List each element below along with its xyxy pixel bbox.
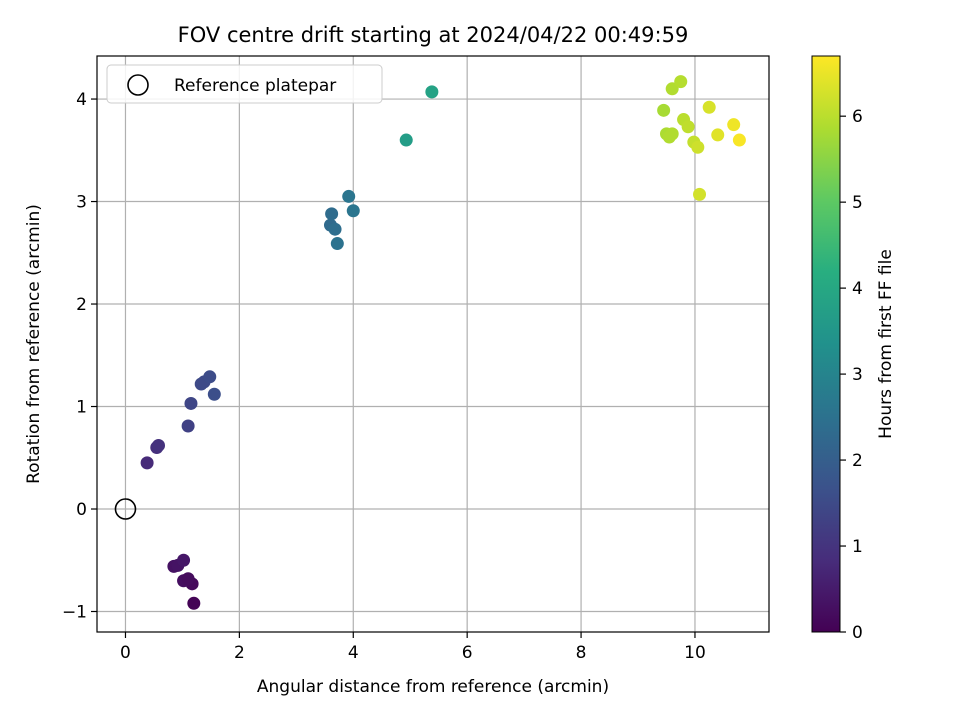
y-tick-label: 0 (76, 500, 87, 520)
colorbar-tick-label: 2 (852, 451, 863, 471)
colorbar-tick-label: 3 (852, 365, 863, 385)
x-tick-label: 2 (234, 643, 245, 663)
x-tick-label: 10 (684, 643, 706, 663)
y-tick-label: 3 (76, 193, 87, 213)
y-tick-label: −1 (62, 603, 87, 623)
data-point (152, 438, 166, 452)
y-tick-label: 2 (76, 295, 87, 315)
data-point (177, 553, 191, 567)
x-tick-label: 8 (576, 643, 587, 663)
colorbar-tick-label: 4 (852, 279, 863, 299)
data-point (693, 187, 707, 201)
y-tick-label: 4 (76, 90, 87, 110)
y-axis-label: Rotation from reference (arcmin) (24, 204, 44, 484)
legend-box (106, 64, 383, 104)
data-point (203, 370, 217, 384)
chart-title: FOV centre drift starting at 2024/04/22 … (178, 23, 689, 47)
colorbar: 0 1 2 3 4 5 6 Hours from first FF file (811, 55, 896, 643)
colorbar-ticks: 0 1 2 3 4 5 6 (840, 107, 863, 643)
data-point (328, 222, 342, 236)
data-point (665, 127, 679, 141)
colorbar-gradient (811, 55, 841, 633)
data-point (657, 103, 671, 117)
data-point (207, 387, 221, 401)
data-point (342, 189, 356, 203)
colorbar-label: Hours from first FF file (876, 249, 896, 439)
colorbar-tick-label: 1 (852, 537, 863, 557)
data-point (674, 75, 688, 89)
colorbar-tick-label: 0 (852, 623, 863, 643)
data-point (184, 396, 198, 410)
y-tick-label: 1 (76, 398, 87, 418)
data-point (140, 456, 154, 470)
data-point (727, 118, 741, 132)
plot-frame (96, 55, 770, 633)
data-point (346, 204, 360, 218)
data-point (181, 419, 195, 433)
colorbar-tick-label: 6 (852, 107, 863, 127)
data-point (665, 82, 679, 96)
data-point (425, 85, 439, 99)
colorbar-tick-label: 5 (852, 193, 863, 213)
data-point (691, 140, 705, 154)
data-point (187, 596, 201, 610)
data-point (702, 100, 716, 114)
data-point (711, 128, 725, 142)
legend-entry-reference: Reference platepar (174, 76, 336, 96)
data-point (330, 237, 344, 251)
reference-platepar-marker (114, 498, 137, 520)
data-point (681, 120, 695, 134)
data-points (114, 75, 746, 610)
data-point (325, 207, 339, 221)
legend-marker-reference (127, 74, 149, 96)
x-axis-ticks: 0 2 4 6 8 10 (120, 632, 706, 663)
x-tick-label: 0 (120, 643, 131, 663)
data-point (399, 133, 413, 147)
y-axis-ticks: −1 0 1 2 3 4 (62, 90, 97, 623)
x-tick-label: 4 (348, 643, 359, 663)
x-tick-label: 6 (462, 643, 473, 663)
data-point (732, 133, 746, 147)
data-point (181, 572, 195, 586)
legend: Reference platepar (106, 64, 383, 104)
x-axis-label: Angular distance from reference (arcmin) (257, 677, 609, 697)
